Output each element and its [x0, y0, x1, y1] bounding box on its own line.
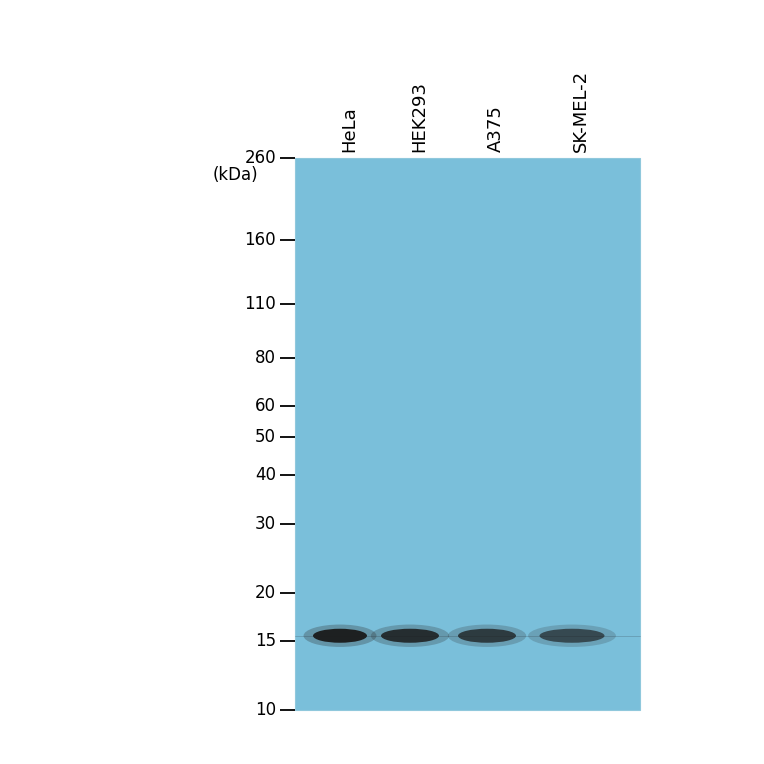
Ellipse shape: [303, 624, 377, 647]
Ellipse shape: [448, 624, 526, 647]
Text: 40: 40: [255, 466, 276, 484]
Text: 80: 80: [255, 348, 276, 367]
FancyBboxPatch shape: [295, 158, 640, 710]
Text: 160: 160: [244, 231, 276, 249]
Text: HeLa: HeLa: [340, 106, 358, 152]
Ellipse shape: [371, 624, 449, 647]
Text: 50: 50: [255, 429, 276, 446]
Ellipse shape: [458, 629, 516, 643]
Text: SK-MEL-2: SK-MEL-2: [572, 70, 590, 152]
Text: A375: A375: [487, 105, 505, 152]
Ellipse shape: [528, 624, 616, 647]
Text: (kDa): (kDa): [212, 166, 258, 184]
Text: 15: 15: [255, 633, 276, 650]
Text: 260: 260: [244, 149, 276, 167]
Text: 30: 30: [255, 515, 276, 533]
Ellipse shape: [313, 629, 367, 643]
Ellipse shape: [539, 629, 604, 643]
Ellipse shape: [381, 629, 439, 643]
Text: 110: 110: [244, 295, 276, 312]
Text: 60: 60: [255, 397, 276, 416]
Text: HEK293: HEK293: [410, 81, 428, 152]
Text: 10: 10: [255, 701, 276, 719]
Text: 20: 20: [255, 584, 276, 601]
